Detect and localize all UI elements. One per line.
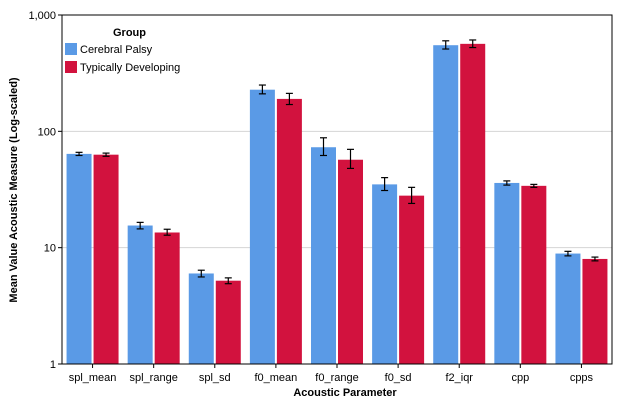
legend-swatch-typically-developing [65,61,77,73]
bar-f0_sd-typically-developing [399,195,425,364]
y-tick-label: 10 [44,243,56,255]
x-tick-label-f2_iqr: f2_iqr [445,372,473,384]
bar-cpps-typically-developing [582,258,608,364]
legend-title: Group [113,27,146,39]
bar-f0_mean-typically-developing [276,98,302,364]
x-tick-label-cpps: cpps [570,372,594,384]
x-tick-label-f0_mean: f0_mean [254,372,297,384]
bar-spl_sd-cerebral-palsy [188,273,214,364]
bar-spl_range-cerebral-palsy [127,225,153,364]
bar-f0_mean-cerebral-palsy [249,89,275,365]
y-axis-title: Mean Value Acoustic Measure (Log-scaled) [8,77,20,302]
y-tick-label: 1,000 [28,10,56,22]
x-tick-label-f0_sd: f0_sd [385,372,412,384]
bar-f0_range-typically-developing [338,159,363,364]
y-tick-label: 100 [38,126,56,138]
plot-frame [61,14,613,365]
y-tick-label: 1 [50,359,56,371]
bar-spl_range-typically-developing [154,232,180,364]
bars-layer [66,43,608,365]
x-tick-label-spl_sd: spl_sd [199,372,231,384]
legend: Group Cerebral Palsy Typically Developin… [65,27,180,74]
legend-label-cerebral-palsy: Cerebral Palsy [80,44,153,56]
x-tick-label-f0_range: f0_range [315,372,358,384]
bar-f0_sd-cerebral-palsy [372,184,398,364]
x-axis-title: Acoustic Parameter [293,387,397,399]
bar-cpp-cerebral-palsy [494,182,520,364]
axes-layer: 1 10 100 1,000 spl_mean spl_range spl_sd f0_mea… [28,10,613,384]
legend-label-typically-developing: Typically Developing [80,62,180,74]
bar-cpp-typically-developing [521,185,547,364]
bar-cpps-cerebral-palsy [555,253,581,364]
x-tick-label-cpp: cpp [511,372,529,384]
bar-spl_mean-typically-developing [93,154,119,364]
error-layer [75,39,599,285]
x-tick-label-spl_mean: spl_mean [69,372,117,384]
bar-spl_sd-typically-developing [215,280,241,364]
bar-spl_mean-cerebral-palsy [66,153,92,364]
legend-swatch-cerebral-palsy [65,43,77,55]
bar-f2_iqr-cerebral-palsy [433,45,459,365]
x-tick-label-spl_range: spl_range [130,372,178,384]
bar-f0_range-cerebral-palsy [311,147,336,364]
bar-f2_iqr-typically-developing [460,43,486,364]
